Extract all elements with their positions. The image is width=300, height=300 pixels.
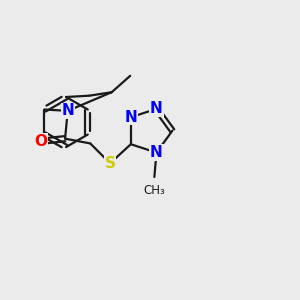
Text: CH₃: CH₃ xyxy=(143,184,165,197)
Text: S: S xyxy=(105,156,116,171)
Text: O: O xyxy=(34,134,47,149)
Text: N: N xyxy=(61,103,74,118)
Text: N: N xyxy=(150,101,163,116)
Text: N: N xyxy=(150,145,163,160)
Text: N: N xyxy=(124,110,137,125)
